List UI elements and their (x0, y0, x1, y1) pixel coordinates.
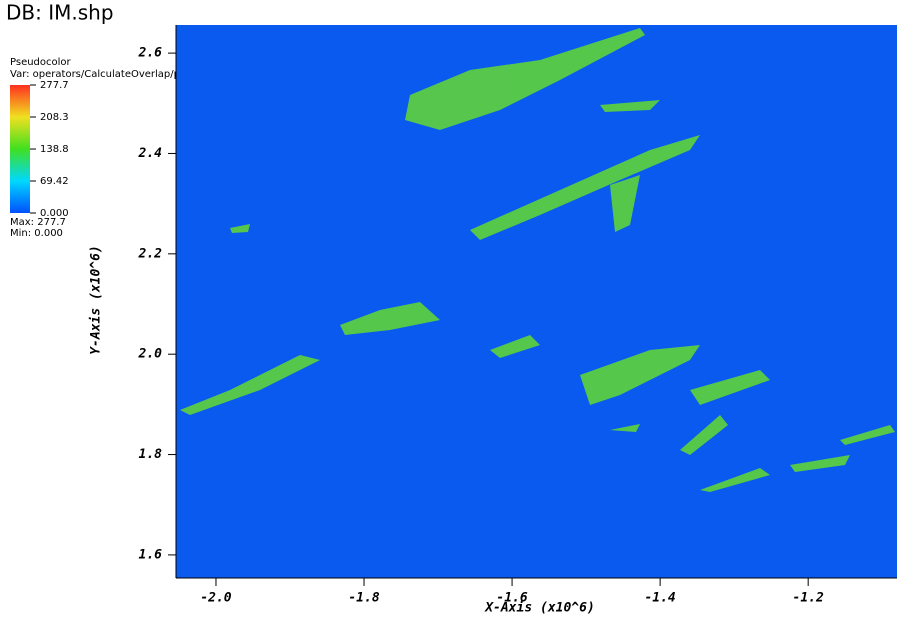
y-tick-label: 2.2 (138, 246, 163, 261)
x-tick-label: -1.2 (793, 591, 824, 606)
colorbar (10, 85, 30, 213)
max-label: Max: 277.7 (10, 217, 66, 228)
region (230, 224, 250, 233)
region (470, 135, 700, 240)
overlap-regions (180, 28, 895, 492)
y-tick-label: 1.8 (139, 447, 163, 462)
y-tick-label: 2.6 (138, 46, 163, 61)
region (690, 370, 770, 405)
x-tick-label: -1.6 (496, 591, 527, 606)
x-tick-label: -1.8 (348, 591, 379, 606)
x-tick-label: -2.0 (200, 591, 231, 606)
plot-area (176, 25, 897, 578)
region (680, 415, 728, 455)
x-tick-label: -1.4 (644, 591, 675, 606)
region (180, 355, 320, 415)
region (405, 28, 645, 130)
region (600, 100, 660, 112)
colorbar-tick-label: 69.42 (40, 176, 69, 187)
region (700, 468, 770, 492)
region (790, 455, 850, 472)
region (340, 302, 440, 335)
colorbar-tick-label: 138.8 (40, 144, 69, 155)
region (610, 175, 640, 232)
axes: -2.0 -1.8 -1.6 -1.4 -1.2 1.6 1.8 2.0 2.2 2.4 2.6 0.… (10, 25, 897, 606)
colorbar-tick-label: 0.000 (40, 208, 69, 219)
y-tick-label: 2.0 (138, 347, 163, 362)
min-label: Min: 0.000 (10, 228, 63, 239)
region (840, 425, 895, 445)
region (580, 345, 700, 405)
x-axis-label: X-Axis (x10^6) (484, 601, 595, 616)
region (490, 335, 540, 358)
y-tick-label: 1.6 (139, 547, 163, 562)
chart-title: DB: IM.shp (6, 1, 114, 25)
colorbar-tick-label: 277.7 (40, 80, 69, 91)
y-axis-label: Y-Axis (x10^6) (89, 245, 104, 355)
variable-label: Var: operators/CalculateOverlap/polygon (10, 69, 214, 80)
plot-label: Pseudocolor (10, 57, 72, 68)
region (610, 424, 640, 432)
colorbar-tick-label: 208.3 (40, 112, 69, 123)
y-tick-label: 2.4 (138, 146, 163, 161)
